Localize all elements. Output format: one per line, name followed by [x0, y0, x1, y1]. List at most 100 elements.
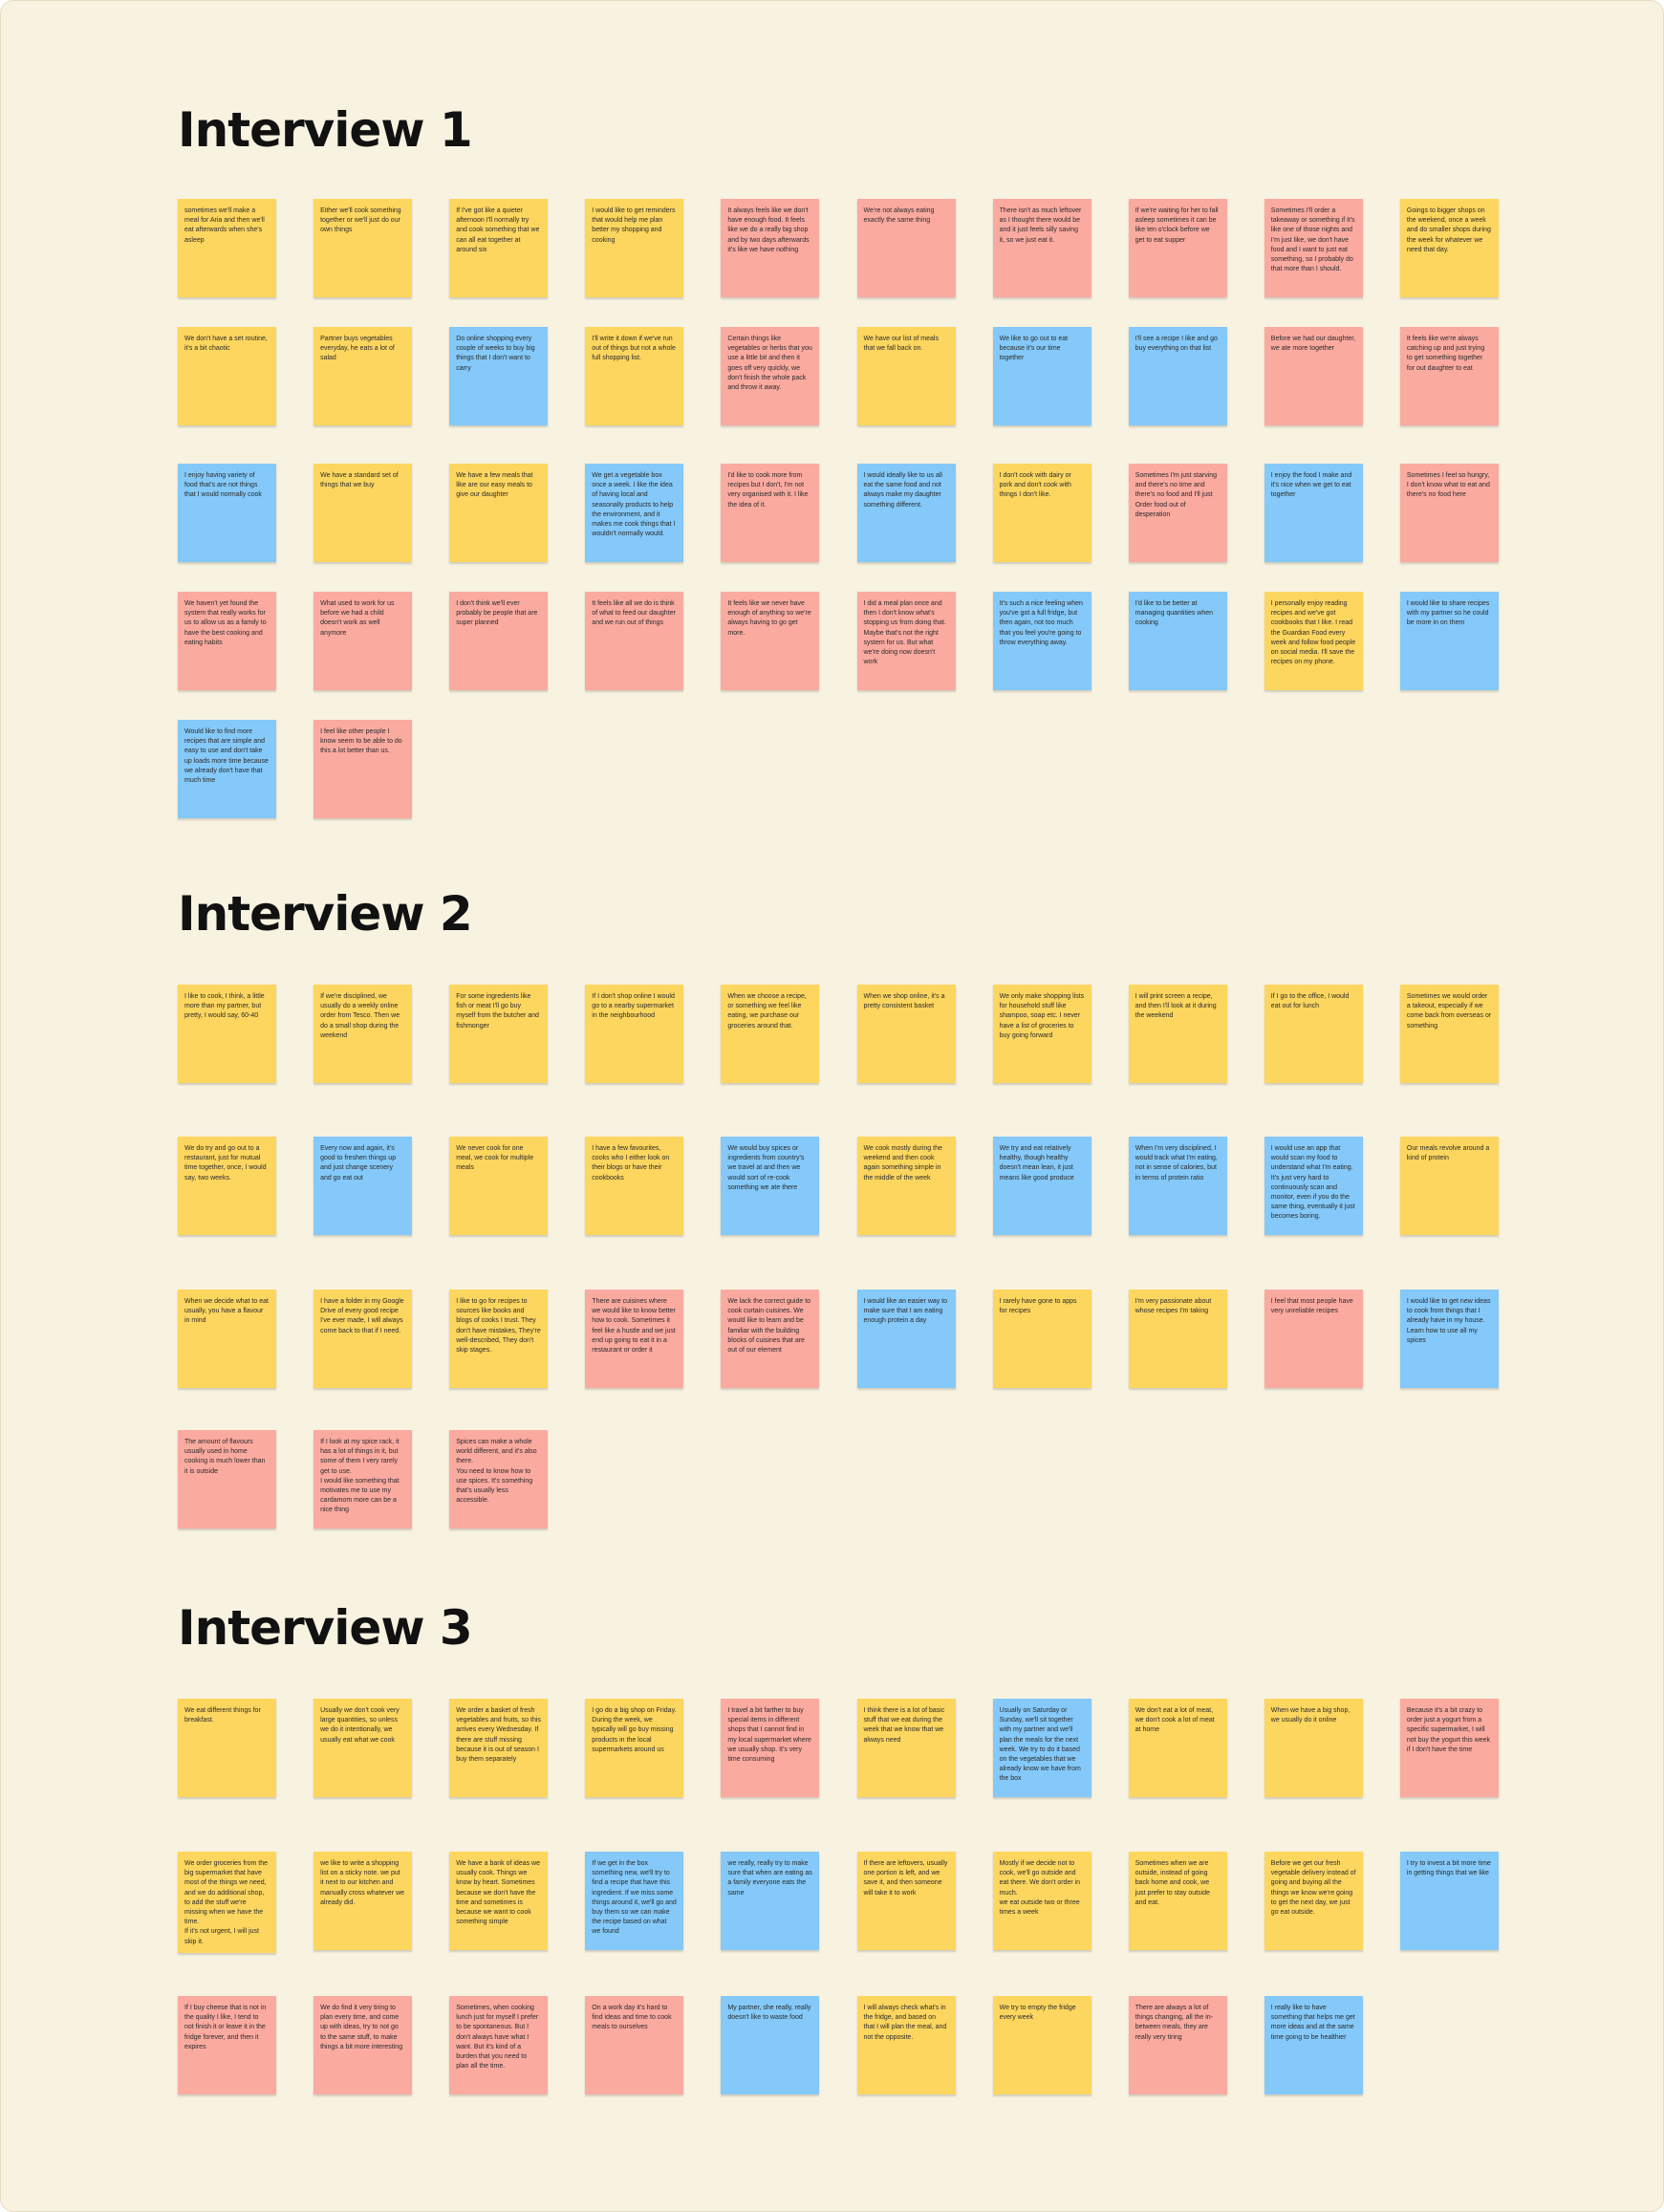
sticky-note[interactable]: I don't cook with dairy or pork and don'… [992, 464, 1091, 562]
sticky-note[interactable]: If I buy cheese that is not in the quali… [178, 1996, 276, 2094]
sticky-note[interactable]: We like to go out to eat because it's ou… [992, 327, 1091, 425]
sticky-note[interactable]: I like to cook, I think, a little more t… [178, 985, 276, 1083]
sticky-note[interactable]: Usually we don't cook very large quantit… [313, 1699, 413, 1797]
sticky-note[interactable]: It always feels like we don't have enoug… [721, 199, 820, 297]
sticky-note[interactable]: I'll write it down if we've run out of t… [585, 327, 684, 425]
sticky-note[interactable]: We never cook for one meal, we cook for … [449, 1137, 549, 1235]
sticky-note[interactable]: If I've got like a quieter afternoon I'l… [449, 199, 549, 297]
sticky-note[interactable]: I have a folder in my Google Drive of ev… [313, 1290, 413, 1388]
sticky-note[interactable]: If we're waiting for her to fall asleep … [1128, 199, 1227, 297]
sticky-note[interactable]: We eat different things for breakfast. [178, 1699, 276, 1797]
sticky-note[interactable]: I really like to have something that hel… [1264, 1996, 1363, 2094]
sticky-note[interactable]: Sometimes, when cooking lunch just for m… [449, 1996, 549, 2094]
sticky-note[interactable]: The amount of flavours usually used in h… [178, 1430, 276, 1529]
sticky-note[interactable]: Every now and again, it's good to freshe… [313, 1137, 413, 1235]
sticky-note[interactable]: Usually on Saturday or Sunday, we'll sit… [992, 1699, 1091, 1797]
sticky-note[interactable]: If I don't shop online I would go to a n… [585, 985, 684, 1083]
sticky-note[interactable]: I would like to get reminders that would… [585, 199, 684, 297]
sticky-note[interactable]: Before we get our fresh vegetable delive… [1264, 1852, 1363, 1950]
sticky-note[interactable]: I'm very passionate about whose recipes … [1128, 1290, 1227, 1388]
sticky-note[interactable]: I go do a big shop on Friday. During the… [585, 1699, 684, 1797]
sticky-note[interactable]: My partner, she really, really doesn't l… [721, 1996, 820, 2094]
sticky-note[interactable]: I rarely have gone to apps for recipes [992, 1290, 1091, 1388]
sticky-note[interactable]: I would like to share recipes with my pa… [1399, 592, 1499, 690]
sticky-note[interactable]: When I'm very disciplined, I would track… [1128, 1137, 1227, 1235]
sticky-note[interactable]: I feel like other people I know seem to … [313, 720, 413, 818]
sticky-note[interactable]: I would ideally like to us all eat the s… [856, 464, 956, 562]
sticky-note[interactable]: I will print screen a recipe, and then I… [1128, 985, 1227, 1083]
sticky-note[interactable]: I have a few favourites, cooks who I eit… [585, 1137, 684, 1235]
sticky-note[interactable]: I will always check what's in the fridge… [856, 1996, 956, 2094]
sticky-note[interactable]: It feels like we never have enough of an… [721, 592, 820, 690]
sticky-note[interactable]: Sometimes when we are outside, instead o… [1128, 1852, 1227, 1950]
sticky-note[interactable]: We have a bank of ideas we usually cook.… [449, 1852, 549, 1950]
sticky-note[interactable]: Mostly if we decide not to cook, we'll g… [992, 1852, 1091, 1950]
sticky-note[interactable]: If we get in the box something new, we'l… [585, 1852, 684, 1950]
sticky-note[interactable]: I would like to get new ideas to cook fr… [1399, 1290, 1499, 1388]
sticky-note[interactable]: We would buy spices or ingredients from … [721, 1137, 820, 1235]
sticky-note[interactable]: We order a basket of fresh vegetables an… [449, 1699, 549, 1797]
sticky-note[interactable]: Goings to bigger shops on the weekend, o… [1399, 199, 1499, 297]
sticky-note[interactable]: I enjoy the food I make and it's nice wh… [1264, 464, 1363, 562]
sticky-note[interactable]: I travel a bit farther to buy special it… [721, 1699, 820, 1797]
sticky-note[interactable]: I'll see a recipe I like and go buy ever… [1128, 327, 1227, 425]
sticky-note[interactable]: I personally enjoy reading recipes and w… [1264, 592, 1363, 690]
sticky-note[interactable]: We try and eat relatively healthy, thoug… [992, 1137, 1091, 1235]
sticky-note[interactable]: I try to invest a bit more time in getti… [1399, 1852, 1499, 1950]
sticky-note[interactable]: When we shop online, it's a pretty consi… [856, 985, 956, 1083]
sticky-note[interactable]: Do online shopping every couple of weeks… [449, 327, 549, 425]
sticky-note[interactable]: Because it's a bit crazy to order just a… [1399, 1699, 1499, 1797]
sticky-note[interactable]: We have a standard set of things that we… [313, 464, 413, 562]
sticky-note[interactable]: I feel that most people have very unreli… [1264, 1290, 1363, 1388]
sticky-note[interactable]: Would like to find more recipes that are… [178, 720, 276, 818]
sticky-note[interactable]: Certain things like vegetables or herbs … [721, 327, 820, 425]
sticky-note[interactable]: It feels like all we do is think of what… [585, 592, 684, 690]
sticky-note[interactable]: I enjoy having variety of food that's ar… [178, 464, 276, 562]
sticky-note[interactable]: Partner buys vegetables everyday, he eat… [313, 327, 413, 425]
sticky-note[interactable]: Our meals revolve around a kind of prote… [1399, 1137, 1499, 1235]
sticky-note[interactable]: We don't have a set routine, it's a bit … [178, 327, 276, 425]
sticky-note[interactable]: I'd like to cook more from recipes but I… [721, 464, 820, 562]
sticky-note[interactable]: If I go to the office, I would eat out f… [1264, 985, 1363, 1083]
sticky-note[interactable]: we like to write a shopping list on a st… [313, 1852, 413, 1950]
sticky-note[interactable]: We're not always eating exactly the same… [856, 199, 956, 297]
sticky-note[interactable]: We have a few meals that like are our ea… [449, 464, 549, 562]
sticky-note[interactable]: I would use an app that would scan my fo… [1264, 1137, 1363, 1235]
sticky-note[interactable]: When we decide what to eat usually, you … [178, 1290, 276, 1388]
sticky-note[interactable]: Before we had our daughter, we ate more … [1264, 327, 1363, 425]
sticky-note[interactable]: We do find it very tiring to plan every … [313, 1996, 413, 2094]
sticky-note[interactable]: On a work day it's hard to find ideas an… [585, 1996, 684, 2094]
sticky-note[interactable]: What used to work for us before we had a… [313, 592, 413, 690]
sticky-note[interactable]: We have our list of meals that we fall b… [856, 327, 956, 425]
sticky-note[interactable]: It's such a nice feeling when you've got… [992, 592, 1091, 690]
sticky-note[interactable]: We don't eat a lot of meat, we don't coo… [1128, 1699, 1227, 1797]
sticky-note[interactable]: We cook mostly during the weekend and th… [856, 1137, 956, 1235]
sticky-note[interactable]: Sometimes I'll order a takeaway or somet… [1264, 199, 1363, 297]
sticky-note[interactable]: There are always a lot of things changin… [1128, 1996, 1227, 2094]
sticky-note[interactable]: We lack the correct guide to cook curtai… [721, 1290, 820, 1388]
sticky-note[interactable]: We get a vegetable box once a week. I li… [585, 464, 684, 562]
sticky-note[interactable]: sometimes we'll make a meal for Aria and… [178, 199, 276, 297]
sticky-note[interactable]: I like to go for recipes to sources like… [449, 1290, 549, 1388]
sticky-note[interactable]: There are cuisines where we would like t… [585, 1290, 684, 1388]
sticky-note[interactable]: I would like an easier way to make sure … [856, 1290, 956, 1388]
sticky-note[interactable]: If we're disciplined, we usually do a we… [313, 985, 413, 1083]
sticky-note[interactable]: I think there is a lot of basic stuff th… [856, 1699, 956, 1797]
sticky-note[interactable]: When we have a big shop, we usually do i… [1264, 1699, 1363, 1797]
sticky-note[interactable]: I did a meal plan once and then I don't … [856, 592, 956, 690]
sticky-note[interactable]: I don't think we'll ever probably be peo… [449, 592, 549, 690]
sticky-note[interactable]: We try to empty the fridge every week [992, 1996, 1091, 2094]
sticky-note[interactable]: If there are leftovers, usually one port… [856, 1852, 956, 1950]
sticky-note[interactable]: We do try and go out to a restaurant, ju… [178, 1137, 276, 1235]
sticky-note[interactable]: I'd like to be better at managing quanti… [1128, 592, 1227, 690]
sticky-note[interactable]: It feels like we're always catching up a… [1399, 327, 1499, 425]
sticky-note[interactable]: Spices can make a whole world different,… [449, 1430, 549, 1529]
sticky-note[interactable]: If I look at my spice rack, it has a lot… [313, 1430, 413, 1529]
sticky-note[interactable]: When we choose a recipe, or something we… [721, 985, 820, 1083]
sticky-note[interactable]: Sometimes I feel so hungry, I don't know… [1399, 464, 1499, 562]
sticky-note[interactable]: we really, really try to make sure that … [721, 1852, 820, 1950]
sticky-note[interactable]: There isn't as much leftover as I though… [992, 199, 1091, 297]
sticky-note[interactable]: Either we'll cook something together or … [313, 199, 413, 297]
sticky-note[interactable]: Sometimes I'm just starving and there's … [1128, 464, 1227, 562]
sticky-note[interactable]: We order groceries from the big supermar… [178, 1852, 276, 1953]
